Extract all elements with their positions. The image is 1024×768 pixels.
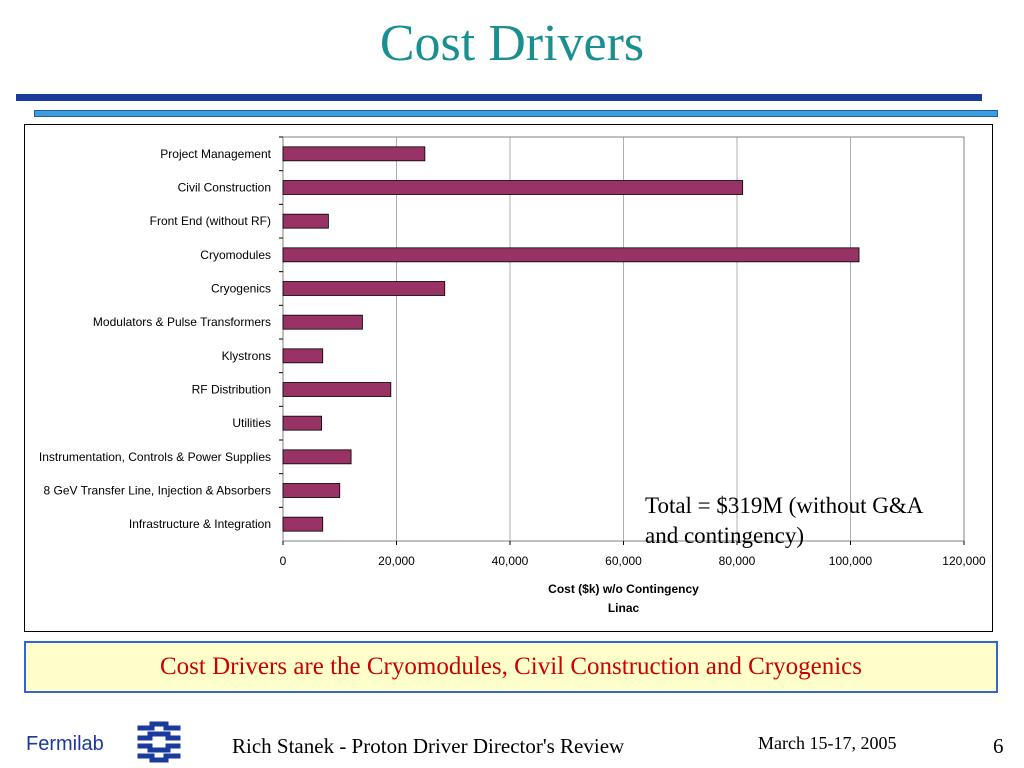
x-tick-label: 80,000 (719, 554, 756, 568)
category-label: Modulators & Pulse Transformers (93, 315, 271, 329)
bar (282, 415, 322, 431)
bar (282, 516, 324, 532)
x-tick-label: 60,000 (605, 554, 642, 568)
bar (282, 382, 392, 397)
category-label: Cryogenics (211, 282, 271, 296)
x-axis-label: Cost ($k) w/o Contingency (548, 582, 699, 596)
bar (282, 213, 329, 229)
bar (282, 314, 363, 330)
bar (282, 449, 352, 465)
category-label: Civil Construction (178, 181, 271, 195)
x-tick-label: 0 (280, 554, 287, 568)
category-label: Utilities (232, 416, 271, 430)
callout-text: Cost Drivers are the Cryomodules, Civil … (160, 653, 862, 680)
category-label: Cryomodules (200, 248, 271, 262)
chart-container: Project Management Civil Construction Fron… (24, 124, 993, 632)
category-label: RF Distribution (192, 383, 271, 397)
category-label: 8 GeV Transfer Line, Injection & Absorbe… (44, 484, 271, 498)
callout-box: Cost Drivers are the Cryomodules, Civil … (24, 641, 998, 693)
footer-page-number: 6 (993, 734, 1004, 758)
footer-logo-text: Fermilab (26, 733, 104, 755)
bar (282, 146, 426, 162)
bar (282, 281, 446, 296)
title-rule-light (34, 110, 998, 117)
x-tick-label: 20,000 (378, 554, 415, 568)
category-label: Klystrons (222, 349, 271, 363)
bar (282, 247, 860, 263)
category-label: Project Management (160, 147, 271, 161)
title-rule-dark (16, 94, 982, 101)
bar (282, 483, 341, 498)
footer-presenter: Rich Stanek - Proton Driver Director's R… (232, 734, 625, 758)
bar (282, 180, 744, 195)
slide-title: Cost Drivers (379, 15, 645, 72)
category-label: Front End (without RF) (150, 214, 271, 228)
x-tick-label: 40,000 (492, 554, 529, 568)
category-label: Instrumentation, Controls & Power Suppli… (39, 450, 271, 464)
footer-date: March 15-17, 2005 (758, 733, 897, 753)
category-label: Infrastructure & Integration (129, 517, 271, 531)
total-cost-note: Total = $319M (without G&A and contingen… (645, 493, 923, 548)
fermilab-logo-icon (137, 721, 181, 763)
cost-bar-chart: Project Management Civil Construction Fron… (39, 136, 986, 615)
bar (282, 348, 324, 364)
x-tick-label: 120,000 (942, 554, 986, 568)
x-axis-sublabel: Linac (608, 601, 640, 615)
x-tick-label: 100,000 (829, 554, 873, 568)
